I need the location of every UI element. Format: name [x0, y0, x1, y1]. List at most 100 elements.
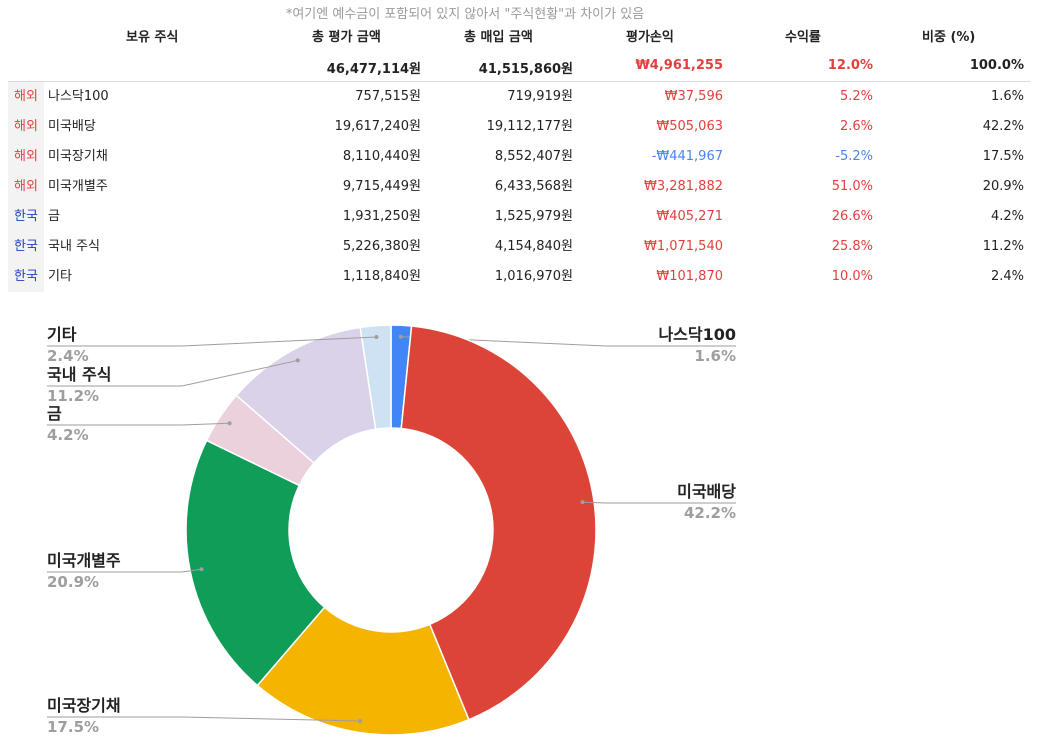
table-row: 해외 미국배당 19,617,240원 19,112,177원 ₩505,063… [0, 112, 1045, 142]
holding-name: 국내 주식 [48, 239, 100, 254]
header-weight: 비중 (%) [922, 30, 976, 45]
donut-slice [256, 606, 470, 736]
region-tag: 해외 [8, 142, 44, 172]
purchase-amount: 6,433,568원 [494, 179, 573, 194]
region-tag: 한국 [8, 202, 44, 232]
slice-value-label: 1.6% [694, 347, 736, 365]
slice-leader-line [582, 501, 736, 504]
return-rate: 5.2% [839, 89, 873, 104]
eval-amount: 19,617,240원 [334, 119, 421, 134]
slice-value-label: 4.2% [47, 426, 89, 444]
purchase-amount: 1,525,979원 [494, 209, 573, 224]
weight-pct: 42.2% [982, 119, 1024, 134]
total-pnl: ₩4,961,255 [635, 58, 723, 73]
total-weight: 100.0% [969, 58, 1024, 73]
purchase-amount: 719,919원 [507, 89, 573, 104]
weight-pct: 11.2% [982, 239, 1024, 254]
table-row: 해외 미국개별주 9,715,449원 6,433,568원 ₩3,281,88… [0, 172, 1045, 202]
weight-pct: 1.6% [990, 89, 1024, 104]
return-rate: 10.0% [831, 269, 873, 284]
slice-leader-line [47, 716, 361, 722]
weight-pct: 4.2% [990, 209, 1024, 224]
pnl-amount: ₩37,596 [664, 89, 723, 104]
slice-leader-line [47, 422, 230, 426]
slice-label: 나스닥100 [658, 325, 736, 344]
total-return: 12.0% [827, 58, 873, 73]
header-pnl: 평가손익 [626, 30, 674, 45]
pnl-amount: ₩405,271 [656, 209, 723, 224]
region-tag: 한국 [8, 232, 44, 262]
eval-amount: 8,110,440원 [342, 149, 421, 164]
total-eval: 46,477,114원 [326, 62, 421, 77]
slice-label: 국내 주식 [47, 365, 111, 384]
return-rate: 26.6% [831, 209, 873, 224]
holding-name: 미국개별주 [48, 179, 108, 194]
header-return: 수익률 [785, 30, 821, 45]
return-rate: 2.6% [839, 119, 873, 134]
disclaimer-note: *여기엔 예수금이 포함되어 있지 않아서 "주식현황"과 차이가 있음 [285, 7, 645, 22]
weight-pct: 17.5% [982, 149, 1024, 164]
slice-label: 금 [47, 404, 62, 423]
table-row: 한국 금 1,931,250원 1,525,979원 ₩405,271 26.6… [0, 202, 1045, 232]
return-rate: -5.2% [835, 149, 873, 164]
weight-pct: 20.9% [982, 179, 1024, 194]
pnl-amount: ₩505,063 [656, 119, 723, 134]
slice-leader-dot [199, 567, 204, 572]
holding-name: 기타 [48, 269, 72, 284]
eval-amount: 757,515원 [355, 89, 421, 104]
slice-leader-dot [398, 334, 403, 339]
slice-leader-line [47, 336, 377, 347]
purchase-amount: 1,016,970원 [494, 269, 573, 284]
slice-leader-line [47, 359, 298, 387]
purchase-amount: 8,552,407원 [494, 149, 573, 164]
slice-value-label: 17.5% [47, 718, 99, 736]
purchase-amount: 19,112,177원 [486, 119, 573, 134]
header-total-purchase: 총 매입 금액 [464, 30, 533, 45]
table-row: 해외 미국장기채 8,110,440원 8,552,407원 -₩441,967… [0, 142, 1045, 172]
region-tag: 한국 [8, 262, 44, 292]
region-tag: 해외 [8, 172, 44, 202]
holding-name: 미국배당 [48, 119, 96, 134]
donut-slice [185, 439, 326, 687]
slice-leader-dot [580, 500, 585, 505]
eval-amount: 1,931,250원 [342, 209, 421, 224]
table-row: 한국 국내 주식 5,226,380원 4,154,840원 ₩1,071,54… [0, 232, 1045, 262]
slice-value-label: 2.4% [47, 347, 89, 365]
slice-label: 미국개별주 [47, 551, 121, 570]
purchase-amount: 4,154,840원 [494, 239, 573, 254]
slice-label: 미국배당 [677, 482, 736, 501]
allocation-donut-chart: 나스닥100 1.6% 미국배당 42.2% 미국장기채 17.5% 미국개별주 20.9% 금… [47, 324, 736, 736]
header-divider [8, 81, 1030, 82]
slice-leader-dot [358, 719, 363, 724]
donut-slice [359, 324, 392, 431]
header-total-eval: 총 평가 금액 [312, 30, 381, 45]
slice-leader-dot [295, 358, 300, 363]
return-rate: 25.8% [831, 239, 873, 254]
slice-leader-dot [374, 335, 379, 340]
table-row: 한국 기타 1,118,840원 1,016,970원 ₩101,870 10.… [0, 262, 1045, 292]
return-rate: 51.0% [831, 179, 873, 194]
eval-amount: 9,715,449원 [342, 179, 421, 194]
pnl-amount: ₩3,281,882 [643, 179, 723, 194]
slice-value-label: 20.9% [47, 573, 99, 591]
slice-value-label: 42.2% [684, 504, 736, 522]
pnl-amount: -₩441,967 [651, 149, 723, 164]
donut-slice [400, 325, 597, 721]
eval-amount: 1,118,840원 [342, 269, 421, 284]
pnl-amount: ₩101,870 [656, 269, 723, 284]
holding-name: 미국장기채 [48, 149, 108, 164]
region-tag: 해외 [8, 82, 44, 112]
total-purchase: 41,515,860원 [478, 62, 573, 77]
holding-name: 나스닥100 [48, 89, 109, 104]
holding-name: 금 [48, 209, 60, 224]
slice-leader-dot [227, 421, 232, 426]
table-row: 해외 나스닥100 757,515원 719,919원 ₩37,596 5.2%… [0, 82, 1045, 112]
slice-label: 미국장기채 [47, 696, 121, 715]
pnl-amount: ₩1,071,540 [643, 239, 723, 254]
header-holding: 보유 주식 [126, 30, 179, 45]
slice-leader-line [47, 568, 202, 573]
slice-label: 기타 [47, 325, 77, 344]
eval-amount: 5,226,380원 [342, 239, 421, 254]
weight-pct: 2.4% [990, 269, 1024, 284]
slice-value-label: 11.2% [47, 387, 99, 405]
